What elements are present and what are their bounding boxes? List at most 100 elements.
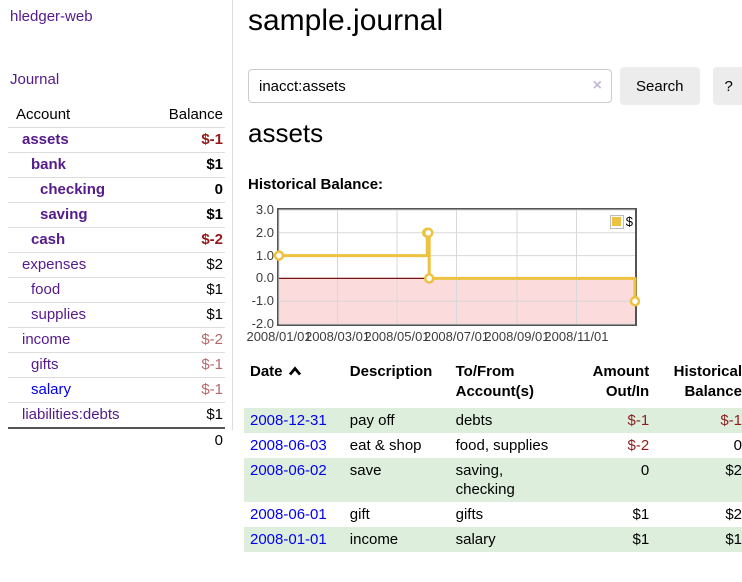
register-date-cell: 2008-06-01 [244, 502, 346, 527]
account-heading: assets [248, 118, 324, 148]
account-name-cell: expenses [8, 252, 147, 278]
register-amount: $1 [632, 506, 650, 523]
x-axis-tick-label: 2008/03/01 [304, 329, 371, 344]
register-row: 2008-01-01 income salary $1 $1 [244, 527, 742, 552]
account-link[interactable]: saving [40, 206, 88, 223]
account-link[interactable]: supplies [31, 306, 87, 323]
legend-swatch-icon [609, 214, 624, 229]
register-accounts: gifts [455, 506, 484, 523]
chart-legend: $ [609, 214, 633, 229]
register-header-date-label: Date [250, 363, 283, 380]
main-content: sample.journal × Search ? assets Histori… [244, 0, 742, 582]
accounts-total-balance: 0 [146, 427, 225, 453]
account-name-cell: supplies [8, 302, 147, 328]
account-link[interactable]: liabilities:debts [22, 406, 120, 423]
account-balance: $-1 [146, 377, 225, 403]
register-description: eat & shop [349, 437, 422, 454]
register-row: 2008-06-02 save saving, checking 0 $2 [244, 458, 742, 502]
x-axis-tick-label: 2008/05/01 [364, 329, 430, 344]
account-link[interactable]: gifts [31, 356, 59, 373]
account-name-cell: income [8, 327, 147, 353]
register-table: Date Description To/From Account(s) Amou… [244, 360, 742, 552]
register-amount: $-2 [627, 437, 650, 454]
register-description: pay off [345, 408, 452, 433]
transaction-date-link[interactable]: 2008-06-02 [250, 462, 327, 479]
register-description: save [345, 458, 452, 502]
register-date-cell: 2008-01-01 [244, 527, 346, 552]
account-link[interactable]: food [31, 281, 61, 298]
account-balance: $1 [146, 202, 225, 228]
search-form: × Search ? [248, 67, 742, 105]
chart-title: Historical Balance: [248, 176, 384, 193]
account-link[interactable]: assets [22, 131, 69, 148]
register-date-cell: 2008-06-03 [244, 433, 346, 458]
register-header-date[interactable]: Date [244, 360, 346, 408]
register-balance: 0 [733, 437, 742, 454]
register-header-description: Description [349, 363, 433, 380]
account-name-cell: salary [8, 377, 147, 403]
y-axis-tick-label: 2.0 [255, 224, 274, 240]
accounts-total-row: 0 [8, 427, 225, 453]
sidebar-item-journal[interactable]: Journal [10, 71, 60, 88]
account-link[interactable]: checking [40, 181, 106, 198]
account-row-gifts: gifts $-1 [8, 352, 225, 378]
register-date-cell: 2008-12-31 [244, 408, 346, 433]
register-accounts: saving, checking [451, 458, 557, 502]
app-brand-link[interactable]: hledger-web [10, 8, 93, 25]
register-row: 2008-06-03 eat & shop food, supplies $-2 0 [244, 433, 742, 458]
register-amount: $1 [556, 527, 654, 552]
account-balance: $1 [146, 302, 225, 328]
historical-balance-chart: 3.0 2.0 1.0 0.0 -1.0 -2.0 $ 2008/01/01 2008/03… [246, 203, 668, 350]
account-row-income: income $-2 [8, 327, 225, 353]
register-description: income [345, 527, 452, 552]
account-link[interactable]: income [22, 331, 71, 348]
register-row: 2008-06-01 gift gifts $1 $2 [244, 502, 742, 527]
account-balance: $-1 [146, 127, 225, 153]
transaction-date-link[interactable]: 2008-06-01 [250, 506, 327, 523]
account-balance: $-2 [146, 227, 225, 253]
accounts-table-header: Account Balance [8, 103, 225, 128]
search-input[interactable] [248, 69, 612, 103]
account-row-salary: salary $-1 [8, 377, 225, 403]
register-balance: $2 [653, 458, 742, 502]
account-link[interactable]: cash [31, 231, 66, 248]
account-link[interactable]: expenses [22, 256, 87, 273]
account-name-cell: assets [8, 127, 147, 153]
account-row-liabilities-debts: liabilities:debts $1 [8, 402, 225, 429]
register-header-balance: Historical Balance [673, 363, 742, 400]
account-balance: $1 [146, 277, 225, 303]
account-name-cell: gifts [8, 352, 147, 378]
register-accounts: debts [451, 408, 557, 433]
account-link[interactable]: salary [31, 381, 72, 398]
page-title: sample.journal [248, 4, 444, 37]
chart-canvas [273, 209, 641, 325]
x-axis-tick-label: 2008/01/01 [246, 329, 312, 344]
account-link[interactable]: bank [31, 156, 67, 173]
y-axis-tick-label: 1.0 [255, 247, 274, 263]
register-row: 2008-12-31 pay off debts $-1 $-1 [244, 408, 742, 433]
y-axis-tick-label: 3.0 [255, 202, 274, 217]
register-amount: 0 [556, 458, 654, 502]
register-balance: $-1 [653, 408, 742, 433]
account-row-assets: assets $-1 [8, 127, 225, 153]
y-axis-tick-label: 0.0 [255, 270, 274, 286]
accounts-table: Account Balance assets $-1 bank $1 checking 0… [8, 103, 225, 453]
y-axis-tick-label: -2.0 [251, 316, 274, 331]
search-button[interactable]: Search [620, 67, 700, 105]
account-row-checking: checking 0 [8, 177, 225, 203]
sort-ascending-icon [288, 366, 301, 376]
transaction-date-link[interactable]: 2008-12-31 [250, 412, 327, 429]
sidebar: hledger-web Journal Account Balance asse… [0, 0, 233, 453]
register-date-cell: 2008-06-02 [244, 458, 346, 502]
register-balance: $2 [725, 506, 742, 523]
y-axis: 3.0 2.0 1.0 0.0 -1.0 -2.0 [248, 203, 274, 331]
x-axis-tick-label: 2008/07/01 [423, 329, 490, 344]
clear-search-icon[interactable]: × [592, 77, 602, 94]
x-axis-tick-label: 2008/09/01 [484, 329, 550, 344]
transaction-date-link[interactable]: 2008-06-03 [250, 437, 327, 454]
y-axis-tick-label: -1.0 [251, 293, 274, 309]
search-help-button[interactable]: ? [712, 67, 742, 105]
legend-label: $ [625, 214, 633, 229]
account-balance: $2 [146, 252, 225, 278]
transaction-date-link[interactable]: 2008-01-01 [250, 531, 327, 548]
